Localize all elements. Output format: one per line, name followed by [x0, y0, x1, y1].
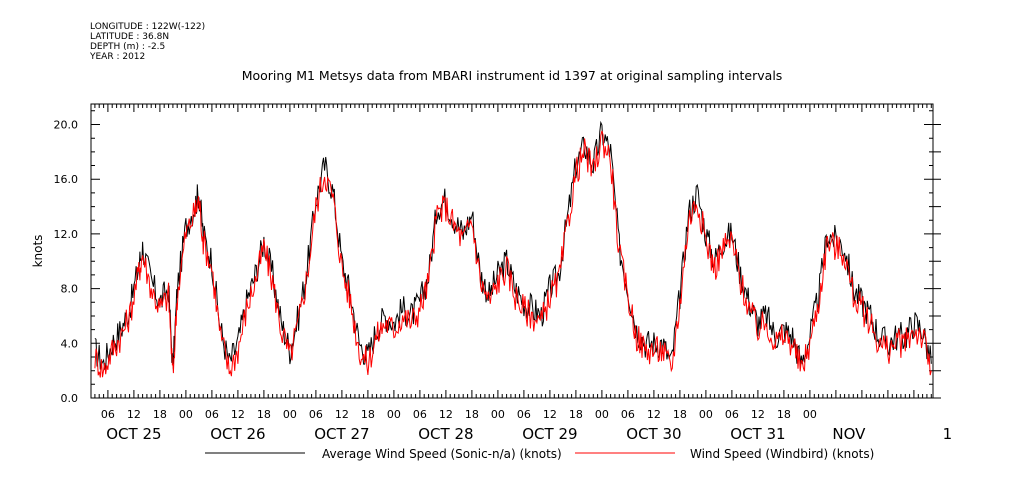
x-hour-label: 18 — [257, 408, 271, 421]
x-hour-label: 06 — [517, 408, 531, 421]
year-label: YEAR : 2012 — [90, 52, 146, 62]
y-tick-label: 4.0 — [61, 337, 79, 350]
legend-label-series-1: Average Wind Speed (Sonic-n/a) (knots) — [322, 447, 562, 461]
series-line-windbird-wind-speed — [94, 130, 932, 378]
x-hour-label: 12 — [543, 408, 557, 421]
legend: Average Wind Speed (Sonic-n/a) (knots) W… — [205, 447, 874, 461]
x-day-label: OCT 26 — [210, 425, 265, 443]
latitude-label: LATITUDE : 36.8N — [90, 32, 170, 42]
y-tick-label: 8.0 — [61, 283, 79, 296]
x-hour-label: 12 — [127, 408, 141, 421]
header-info: LONGITUDE : 122W(-122) LATITUDE : 36.8N … — [90, 22, 205, 62]
x-hour-label: 00 — [179, 408, 193, 421]
x-day-label: OCT 25 — [106, 425, 161, 443]
x-hour-label: 12 — [335, 408, 349, 421]
x-hour-label: 18 — [361, 408, 375, 421]
x-hour-label: 06 — [413, 408, 427, 421]
plot-frame — [90, 103, 934, 399]
y-tick-label: 20.0 — [54, 119, 79, 132]
x-hour-label: 06 — [621, 408, 635, 421]
longitude-label: LONGITUDE : 122W(-122) — [90, 22, 206, 32]
x-day-label: OCT 29 — [522, 425, 577, 443]
y-axis-label: knots — [31, 235, 45, 268]
x-hour-label: 06 — [205, 408, 219, 421]
x-hour-label: 18 — [465, 408, 479, 421]
x-hour-label: 12 — [439, 408, 453, 421]
x-hour-label: 00 — [803, 408, 817, 421]
depth-label: DEPTH (m) : -2.5 — [90, 42, 166, 52]
series-line-average-wind-speed — [94, 120, 932, 372]
x-day-label: OCT 30 — [626, 425, 681, 443]
x-hour-label: 00 — [699, 408, 713, 421]
axis-labels: 0.0 4.0 8.0 12.0 16.0 20.0 06 12 18 00 06 12 18 00 06 1… — [54, 119, 953, 443]
y-tick-label: 0.0 — [61, 392, 79, 405]
x-hour-label: 06 — [101, 408, 115, 421]
y-tick-marks-right — [933, 124, 941, 399]
x-hour-label: 00 — [387, 408, 401, 421]
series-layer — [94, 120, 932, 378]
x-hour-label: 18 — [153, 408, 167, 421]
x-day-label: NOV — [832, 425, 866, 443]
x-day-label: OCT 31 — [730, 425, 785, 443]
axis-ticks — [91, 104, 941, 399]
legend-label-series-2: Wind Speed (Windbird) (knots) — [690, 447, 874, 461]
y-tick-label: 16.0 — [54, 173, 79, 186]
x-day-label: OCT 27 — [314, 425, 369, 443]
x-hour-label: 12 — [231, 408, 245, 421]
x-hour-label: 00 — [283, 408, 297, 421]
x-hour-label: 18 — [673, 408, 687, 421]
x-hour-label: 18 — [569, 408, 583, 421]
x-hour-label: 06 — [309, 408, 323, 421]
x-hour-label: 00 — [595, 408, 609, 421]
chart-title: Mooring M1 Metsys data from MBARI instru… — [242, 68, 783, 83]
x-hour-label: 06 — [725, 408, 739, 421]
x-hour-label: 12 — [751, 408, 765, 421]
x-day-label: OCT 28 — [418, 425, 473, 443]
x-hour-label: 00 — [491, 408, 505, 421]
y-tick-label: 12.0 — [54, 228, 79, 241]
y-tick-marks — [91, 110, 933, 399]
x-hour-label: 12 — [647, 408, 661, 421]
x-tick-marks — [94, 104, 932, 398]
x-hour-label: 18 — [777, 408, 791, 421]
x-day-label: 1 — [943, 425, 953, 443]
